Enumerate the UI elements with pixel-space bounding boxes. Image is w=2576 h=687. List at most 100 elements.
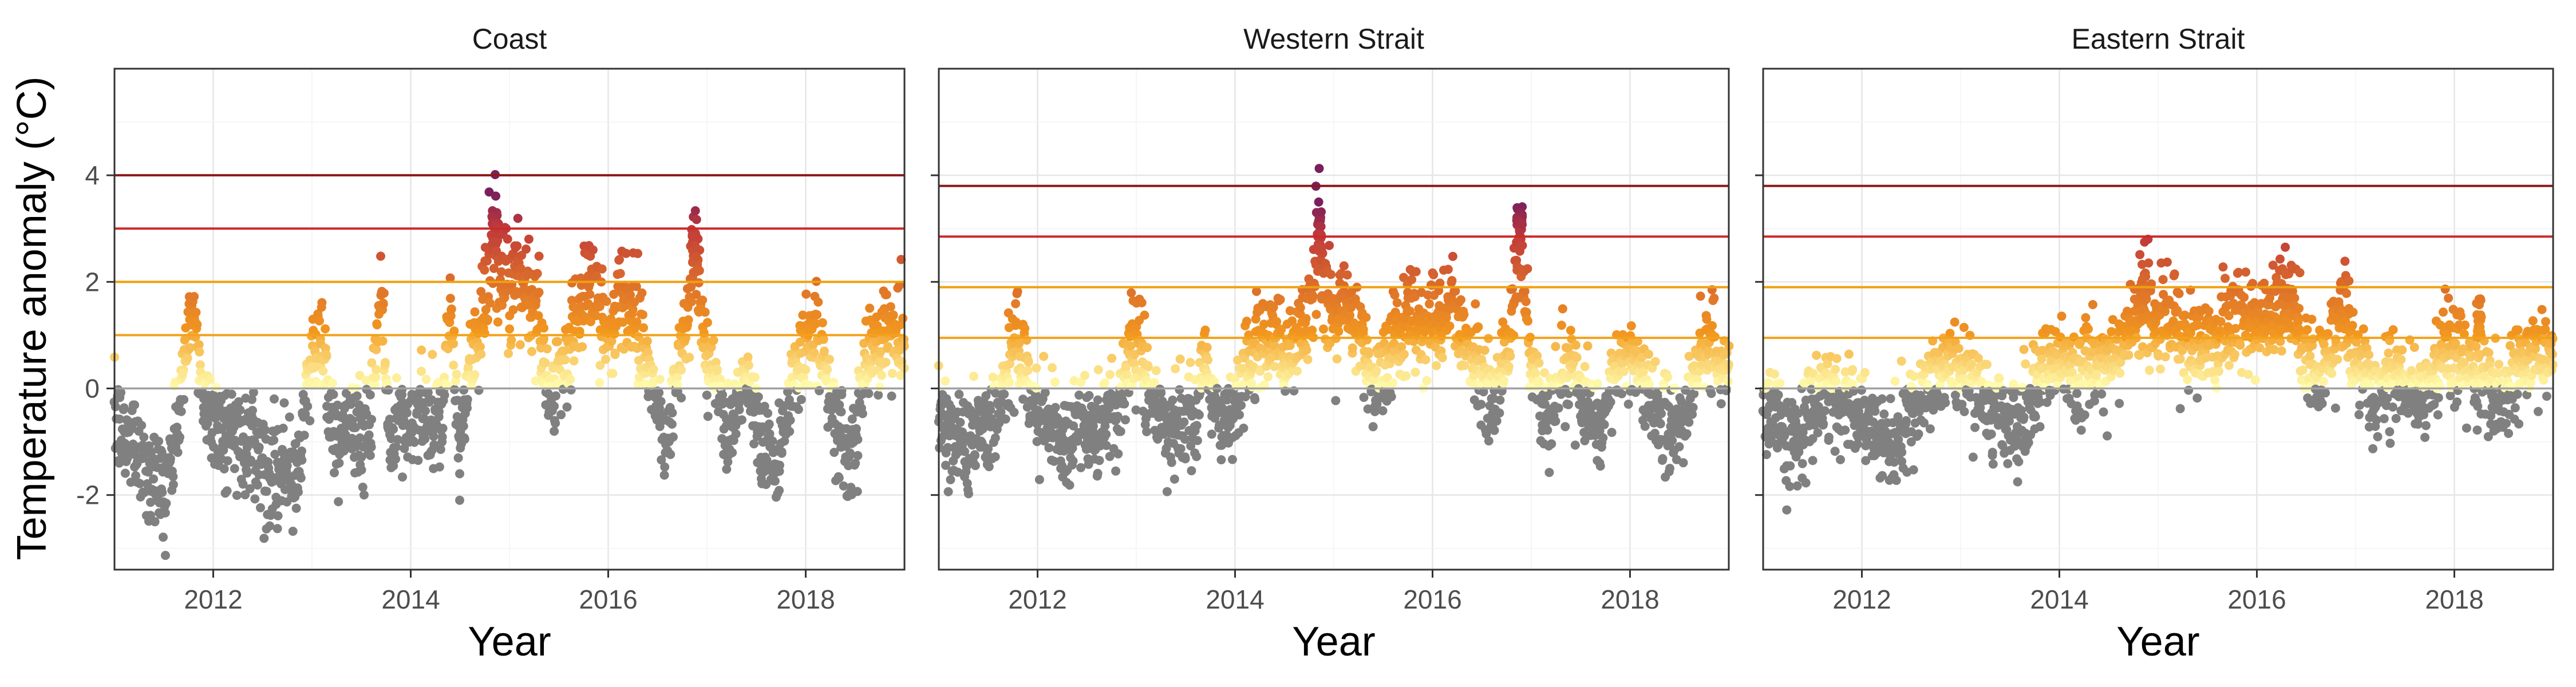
data-point bbox=[1988, 459, 1998, 469]
data-point bbox=[429, 440, 439, 449]
data-point bbox=[723, 378, 733, 388]
data-point bbox=[1663, 372, 1673, 382]
data-point bbox=[455, 469, 464, 479]
data-point bbox=[1959, 407, 1969, 416]
data-point bbox=[1492, 416, 1502, 426]
data-point bbox=[1819, 419, 1828, 429]
data-point bbox=[685, 353, 694, 362]
data-point bbox=[1564, 400, 1573, 409]
data-point-peak bbox=[691, 252, 701, 262]
data-point bbox=[712, 365, 722, 374]
data-point bbox=[445, 273, 455, 283]
data-point bbox=[1886, 394, 1895, 404]
data-point bbox=[955, 417, 965, 427]
data-point bbox=[660, 462, 670, 472]
data-point bbox=[1495, 408, 1504, 418]
data-point bbox=[481, 305, 491, 314]
data-point bbox=[445, 294, 455, 303]
data-point bbox=[1808, 456, 1818, 465]
data-point bbox=[648, 377, 658, 387]
data-point bbox=[578, 342, 587, 352]
data-point bbox=[785, 416, 795, 425]
data-point bbox=[1523, 316, 1532, 326]
data-point bbox=[1308, 291, 1318, 301]
data-point bbox=[667, 419, 677, 429]
data-point bbox=[2243, 370, 2253, 379]
data-point bbox=[321, 349, 331, 359]
data-point bbox=[1370, 407, 1380, 416]
data-point bbox=[632, 317, 642, 327]
data-point bbox=[1411, 368, 1420, 377]
data-point bbox=[1319, 324, 1328, 334]
data-point bbox=[1832, 354, 1842, 364]
data-point bbox=[1836, 455, 1845, 464]
data-point bbox=[1523, 264, 1532, 274]
data-point bbox=[1879, 409, 1889, 419]
data-point bbox=[1192, 452, 1202, 461]
data-point bbox=[352, 391, 362, 401]
data-point bbox=[2115, 398, 2124, 408]
data-point bbox=[227, 389, 236, 399]
data-point bbox=[687, 297, 697, 307]
data-point bbox=[631, 282, 641, 291]
data-point bbox=[515, 340, 525, 350]
data-point bbox=[1105, 452, 1115, 461]
data-point bbox=[556, 410, 566, 420]
data-point bbox=[852, 487, 862, 496]
data-point bbox=[943, 487, 953, 496]
y-tick-label: -2 bbox=[76, 480, 100, 510]
data-point bbox=[969, 372, 978, 381]
data-point bbox=[1137, 298, 1147, 307]
data-point bbox=[270, 394, 279, 404]
data-point bbox=[428, 350, 437, 360]
data-point bbox=[659, 470, 669, 480]
data-point bbox=[1093, 365, 1103, 374]
data-point bbox=[1551, 342, 1560, 352]
data-point bbox=[318, 366, 328, 376]
data-point bbox=[110, 402, 120, 412]
data-point bbox=[1044, 443, 1054, 453]
data-point bbox=[195, 347, 204, 357]
data-point bbox=[206, 374, 215, 384]
data-point bbox=[1116, 427, 1125, 436]
data-point bbox=[1301, 314, 1311, 323]
data-point bbox=[470, 370, 480, 380]
data-point bbox=[639, 323, 649, 333]
data-point bbox=[763, 408, 773, 418]
data-point bbox=[601, 354, 611, 364]
data-point bbox=[1460, 361, 1469, 370]
data-point bbox=[476, 349, 486, 359]
data-point-peak bbox=[492, 246, 501, 256]
data-point bbox=[398, 472, 407, 482]
data-point bbox=[484, 187, 494, 197]
data-point bbox=[402, 408, 412, 418]
data-point bbox=[1311, 310, 1321, 319]
data-point bbox=[608, 369, 618, 378]
data-point bbox=[474, 385, 484, 395]
data-point bbox=[887, 391, 896, 401]
data-point bbox=[1180, 454, 1190, 464]
data-point bbox=[1473, 322, 1483, 331]
data-point bbox=[504, 349, 513, 358]
data-point bbox=[370, 380, 380, 390]
data-point bbox=[1994, 373, 2004, 383]
data-point bbox=[1945, 329, 1955, 338]
data-point bbox=[2183, 375, 2192, 384]
x-tick-label: 2012 bbox=[1008, 585, 1066, 614]
data-point bbox=[1773, 390, 1783, 400]
data-point bbox=[154, 436, 164, 446]
data-point bbox=[219, 464, 229, 473]
data-point bbox=[235, 405, 245, 415]
data-point bbox=[722, 464, 732, 474]
data-point bbox=[1782, 505, 1792, 515]
data-point bbox=[1554, 403, 1563, 413]
data-point bbox=[2072, 389, 2082, 398]
data-point bbox=[1194, 410, 1204, 420]
data-point bbox=[1314, 164, 1324, 173]
data-point bbox=[1429, 270, 1439, 279]
data-point bbox=[1113, 449, 1123, 459]
data-point bbox=[211, 382, 221, 392]
data-point bbox=[1890, 376, 1900, 386]
data-point bbox=[1020, 323, 1030, 333]
